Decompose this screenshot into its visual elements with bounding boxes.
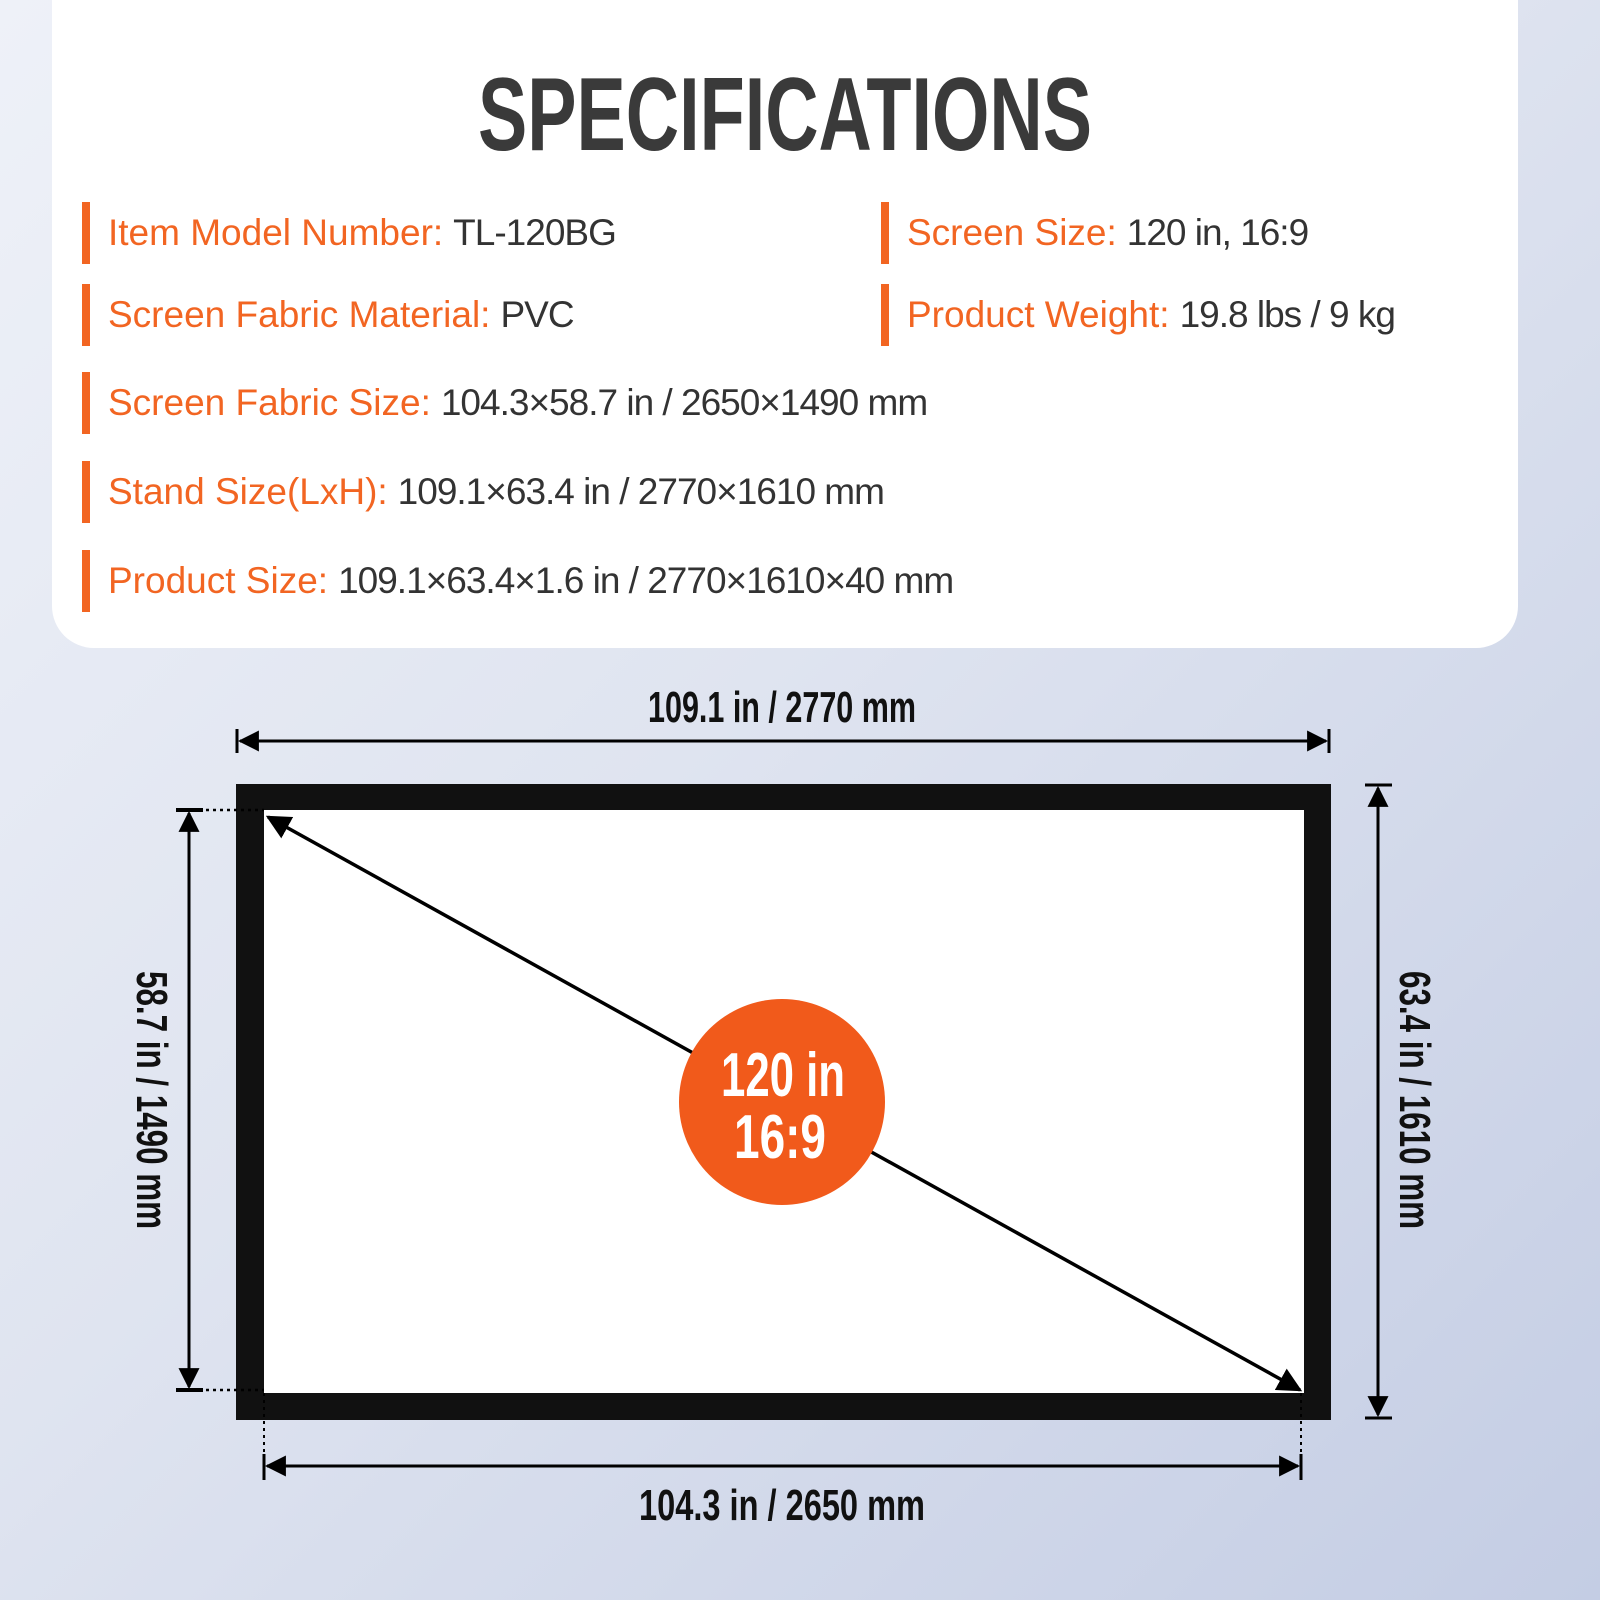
left-height-dimension: 58.7 in / 1490 mm bbox=[127, 808, 264, 1392]
right-height-label: 63.4 in / 1610 mm bbox=[1390, 971, 1439, 1229]
spec-label: Product Size: bbox=[108, 560, 329, 601]
right-height-dimension: 63.4 in / 1610 mm bbox=[1365, 783, 1439, 1420]
spec-value: 109.1×63.4×1.6 in / 2770×1610×40 mm bbox=[338, 560, 954, 601]
spec-value: 120 in, 16:9 bbox=[1126, 212, 1309, 253]
spec-label: Stand Size(LxH): bbox=[108, 471, 388, 512]
spec-label: Screen Fabric Material: bbox=[108, 294, 491, 335]
spec-value: 104.3×58.7 in / 2650×1490 mm bbox=[440, 382, 928, 423]
screen-size-badge: 120 in 16:9 bbox=[679, 999, 885, 1205]
spec-row-screen-size: Screen Size: 120 in, 16:9 bbox=[881, 202, 1309, 264]
left-height-label: 58.7 in / 1490 mm bbox=[127, 971, 176, 1229]
spec-label: Item Model Number: bbox=[108, 212, 444, 253]
spec-value: 109.1×63.4 in / 2770×1610 mm bbox=[397, 471, 885, 512]
top-width-dimension: 109.1 in / 2770 mm bbox=[235, 683, 1331, 753]
spec-label: Screen Size: bbox=[907, 212, 1117, 253]
spec-value: PVC bbox=[500, 294, 574, 335]
spec-label: Product Weight: bbox=[907, 294, 1170, 335]
spec-row-material: Screen Fabric Material: PVC bbox=[82, 284, 575, 346]
spec-row-model: Item Model Number: TL-120BG bbox=[82, 202, 617, 264]
spec-row-fabric-size: Screen Fabric Size: 104.3×58.7 in / 2650×… bbox=[82, 372, 928, 434]
badge-ratio-text: 16:9 bbox=[734, 1103, 826, 1172]
spec-label: Screen Fabric Size: bbox=[108, 382, 431, 423]
spec-value: TL-120BG bbox=[453, 212, 617, 253]
top-width-label: 109.1 in / 2770 mm bbox=[648, 683, 916, 732]
spec-row-weight: Product Weight: 19.8 lbs / 9 kg bbox=[881, 284, 1396, 346]
badge-size-text: 120 in bbox=[721, 1041, 845, 1110]
bottom-width-dimension: 104.3 in / 2650 mm bbox=[262, 1393, 1303, 1530]
spec-row-product-size: Product Size: 109.1×63.4×1.6 in / 2770×16… bbox=[82, 550, 954, 612]
bottom-width-label: 104.3 in / 2650 mm bbox=[639, 1481, 925, 1530]
spec-row-stand-size: Stand Size(LxH): 109.1×63.4 in / 2770×161… bbox=[82, 461, 885, 523]
page-title: SPECIFICATIONS bbox=[478, 57, 1092, 173]
specifications-card bbox=[52, 0, 1518, 648]
spec-value: 19.8 lbs / 9 kg bbox=[1179, 294, 1396, 335]
